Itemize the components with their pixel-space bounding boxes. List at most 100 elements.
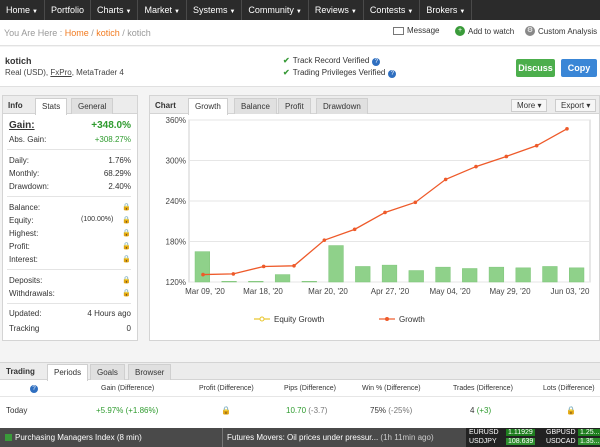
breadcrumb-bar: You Are Here : Home / kotich / kotich Me… (0, 20, 600, 46)
growth-bar (569, 267, 585, 283)
export-dropdown[interactable]: Export ▾ (555, 99, 597, 112)
pair-usdjpy-value: 108.639 (506, 438, 536, 445)
message-link[interactable]: Message (393, 26, 439, 35)
gain-row: Gain: +348.0% (9, 120, 131, 131)
x-tick-label: Mar 20, '20 (308, 287, 348, 296)
ticker-news-2[interactable]: Futures Movers: Oil prices under pressur… (227, 433, 434, 442)
growth-chart[interactable]: 360% 300% 240% 180% 120%Mar 09, '20 Mar 18, '… (150, 114, 600, 341)
discuss-button[interactable]: Discuss (516, 59, 555, 77)
growth-point (474, 164, 478, 169)
breadcrumb-home[interactable]: Home (64, 28, 89, 38)
more-dropdown[interactable]: More ▾ (511, 99, 548, 112)
chart-title: Chart (155, 101, 176, 110)
info-title: Info (8, 101, 23, 110)
growth-bar (462, 268, 478, 283)
chart-panel: Chart Growth Balance Profit Drawdown Mor… (149, 95, 600, 341)
legend-equity-label: Equity Growth (274, 315, 324, 324)
lock-icon: 🔒 (221, 406, 231, 415)
broker-link[interactable]: FxPro (50, 68, 72, 77)
privileges-verified: ✔ Trading Privileges Verified? (283, 68, 397, 78)
lock-icon: 🔒 (122, 290, 131, 297)
legend-equity-marker (259, 316, 265, 322)
pair-usdjpy[interactable]: USDJPY (469, 438, 497, 445)
withdrawals-row: Withdrawals: 🔒 (9, 289, 131, 298)
profit-row: Profit: 🔒 (9, 242, 131, 251)
tab-profit[interactable]: Profit (278, 98, 311, 114)
check-icon: ✔ (283, 68, 290, 77)
tab-growth[interactable]: Growth (188, 98, 228, 115)
tab-drawdown[interactable]: Drawdown (316, 98, 368, 114)
x-tick-label: May 29, '20 (489, 287, 531, 296)
help-icon[interactable]: ? (30, 385, 38, 393)
growth-point (534, 143, 539, 148)
growth-point (565, 126, 569, 131)
ticker-news-1[interactable]: Purchasing Managers Index (8 min) (15, 433, 142, 442)
lock-icon: 🔒 (122, 243, 131, 250)
tab-stats[interactable]: Stats (35, 98, 68, 115)
row-label-today: Today (6, 406, 28, 415)
growth-point (443, 177, 448, 182)
nav-home[interactable]: Home ▼ (0, 0, 45, 20)
tab-general[interactable]: General (71, 98, 114, 114)
nav-contests[interactable]: Contests ▼ (364, 0, 421, 20)
col-profit[interactable]: Profit (Difference) (199, 385, 254, 392)
lock-icon: 🔒 (566, 406, 576, 415)
breadcrumb: You Are Here : Home / kotich / kotich (4, 28, 151, 38)
col-win[interactable]: Win % (Difference) (362, 385, 421, 392)
gear-icon: ⚙ (525, 26, 535, 36)
legend-growth-label: Growth (399, 315, 425, 324)
nav-charts[interactable]: Charts ▼ (91, 0, 139, 20)
growth-bar (328, 245, 344, 283)
tab-balance[interactable]: Balance (234, 98, 277, 114)
pair-usdcad[interactable]: USDCAD (546, 438, 576, 445)
pair-eurusd[interactable]: EURUSD (469, 429, 499, 436)
nav-systems[interactable]: Systems ▼ (187, 0, 243, 20)
today-trades: 4 (+3) (470, 406, 492, 415)
growth-point (413, 200, 418, 205)
nav-reviews[interactable]: Reviews ▼ (309, 0, 364, 20)
help-icon[interactable]: ? (388, 70, 397, 78)
col-gain[interactable]: Gain (Difference) (101, 385, 155, 392)
growth-point (231, 272, 236, 276)
tab-goals[interactable]: Goals (90, 364, 125, 380)
news-ticker: Purchasing Managers Index (8 min) Future… (0, 428, 600, 447)
growth-point (383, 210, 387, 215)
equity-row: Equity: (100.00%) 🔒 (9, 216, 131, 225)
lock-icon: 🔒 (122, 230, 131, 237)
highest-row: Highest: 🔒 (9, 229, 131, 238)
nav-portfolio[interactable]: Portfolio (45, 0, 91, 20)
lock-icon: 🔒 (122, 256, 131, 263)
pair-gbpusd-value: 1.25... (578, 429, 600, 436)
tab-browser[interactable]: Browser (128, 364, 172, 380)
main-nav: Home ▼ Portfolio Charts ▼ Market ▼ Systems ▼… (0, 0, 600, 20)
add-to-watch-link[interactable]: + Add to watch (455, 26, 514, 36)
growth-bar (542, 266, 558, 283)
growth-bar (408, 270, 424, 283)
breadcrumb-current: kotich (127, 28, 151, 38)
pair-gbpusd[interactable]: GBPUSD (546, 429, 576, 436)
growth-point (201, 272, 205, 277)
nav-brokers[interactable]: Brokers ▼ (420, 0, 473, 20)
monthly-row: Monthly: 68.29% (9, 169, 131, 178)
copy-button[interactable]: Copy (561, 59, 597, 77)
status-square-icon (5, 434, 12, 441)
breadcrumb-user[interactable]: kotich (96, 28, 120, 38)
col-trades[interactable]: Trades (Difference) (453, 385, 513, 392)
interest-row: Interest: 🔒 (9, 255, 131, 264)
check-icon: ✔ (283, 56, 290, 65)
nav-market[interactable]: Market ▼ (138, 0, 187, 20)
growth-point (322, 238, 327, 242)
help-icon[interactable]: ? (372, 58, 381, 66)
plus-circle-icon: + (455, 26, 465, 36)
tab-periods[interactable]: Periods (47, 364, 89, 381)
col-pips[interactable]: Pips (Difference) (284, 385, 337, 392)
growth-bar (381, 264, 398, 283)
tracking-row: Tracking 0 (9, 324, 131, 333)
x-tick-label: May 04, '20 (429, 287, 471, 296)
growth-bar (274, 274, 291, 283)
col-lots[interactable]: Lots (Difference) (543, 385, 595, 392)
x-tick-label: Mar 09, '20 (185, 287, 225, 296)
deposits-row: Deposits: 🔒 (9, 276, 131, 285)
custom-analysis-link[interactable]: ⚙ Custom Analysis (525, 26, 598, 36)
nav-community[interactable]: Community ▼ (242, 0, 309, 20)
